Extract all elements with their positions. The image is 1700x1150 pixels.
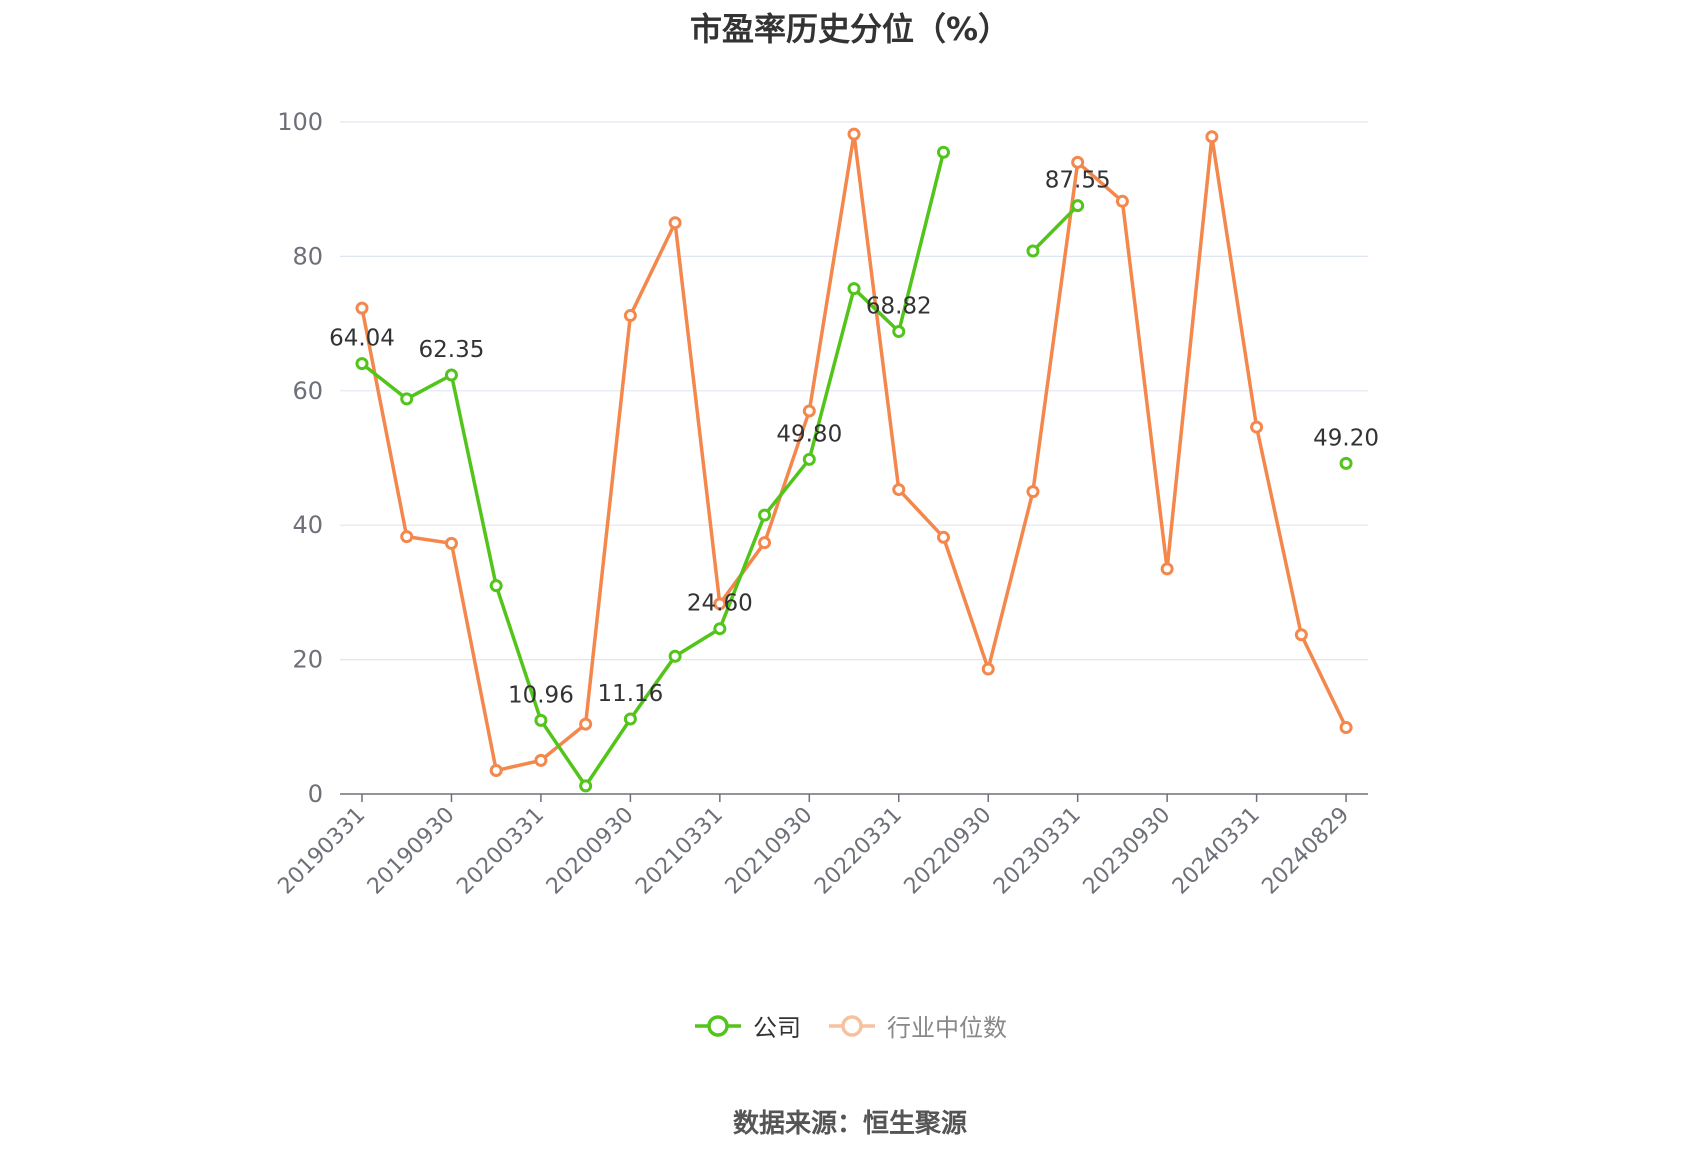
data-point <box>489 763 503 777</box>
y-tick-label: 60 <box>292 377 323 405</box>
data-point <box>400 392 414 406</box>
data-point <box>758 508 772 522</box>
legend-label-industry-median: 行业中位数 <box>887 1014 1007 1042</box>
data-point <box>802 452 816 466</box>
x-tick-label: 20220930 <box>900 803 997 900</box>
x-tick-label: 20220331 <box>810 803 907 900</box>
x-tick-label: 20200930 <box>542 803 639 900</box>
source-note: 数据来源：恒生聚源 <box>732 1109 967 1139</box>
data-point <box>355 301 369 315</box>
data-point <box>400 530 414 544</box>
data-point <box>1294 628 1308 642</box>
data-point <box>579 779 593 793</box>
data-point <box>1026 244 1040 258</box>
data-point <box>847 282 861 296</box>
data-point <box>1250 420 1264 434</box>
data-point <box>713 622 727 636</box>
data-point <box>534 713 548 727</box>
data-point <box>936 145 950 159</box>
data-label: 49.80 <box>776 421 842 447</box>
grid-lines <box>340 121 1368 661</box>
data-label: 24.60 <box>687 591 753 617</box>
series-industry-median <box>355 127 1353 777</box>
data-point <box>668 649 682 663</box>
data-point <box>936 530 950 544</box>
data-point <box>534 753 548 767</box>
data-label: 49.20 <box>1313 425 1379 451</box>
legend-company-marker <box>695 1014 741 1037</box>
data-point <box>1071 199 1085 213</box>
data-point <box>444 368 458 382</box>
data-point <box>713 597 727 611</box>
data-label: 68.82 <box>866 294 932 320</box>
data-point <box>1026 485 1040 499</box>
x-tick-label: 20230331 <box>989 803 1086 900</box>
y-tick-label: 40 <box>292 511 323 539</box>
data-point <box>1339 456 1353 470</box>
data-point <box>847 127 861 141</box>
data-label: 10.96 <box>508 682 574 708</box>
legend-item-company[interactable]: 公司 <box>693 1008 801 1043</box>
data-point <box>892 483 906 497</box>
data-point <box>355 357 369 371</box>
data-point <box>892 325 906 339</box>
series-line <box>360 150 946 788</box>
x-tick-label: 20230930 <box>1079 803 1176 900</box>
data-point <box>579 717 593 731</box>
legend-industry-marker <box>829 1014 875 1037</box>
data-label: 87.55 <box>1045 168 1111 194</box>
legend-label-company: 公司 <box>753 1014 801 1042</box>
series-company <box>355 145 1353 793</box>
data-point <box>1071 155 1085 169</box>
data-point <box>489 579 503 593</box>
data-point <box>802 404 816 418</box>
x-tick-label: 20240829 <box>1257 803 1354 900</box>
series-line <box>1031 203 1080 253</box>
data-point <box>444 536 458 550</box>
x-tick-label: 20210930 <box>721 803 818 900</box>
data-point <box>623 309 637 323</box>
y-tick-label: 100 <box>277 108 323 136</box>
legend-item-industry-median[interactable]: 行业中位数 <box>827 1008 1007 1043</box>
data-point <box>1160 562 1174 576</box>
series-layer <box>355 127 1353 793</box>
data-labels: 64.04 62.35 10.96 11.16 24.60 49.80 68.82 87.55… <box>329 168 1379 709</box>
data-point <box>758 536 772 550</box>
x-tick-label: 20190331 <box>273 803 370 900</box>
data-point <box>1115 194 1129 208</box>
data-point <box>668 216 682 230</box>
data-label: 62.35 <box>419 337 485 363</box>
x-tick-label: 20240331 <box>1168 803 1265 900</box>
data-label: 64.04 <box>329 326 395 352</box>
data-point <box>623 712 637 726</box>
data-label: 11.16 <box>597 681 663 707</box>
data-point <box>1205 130 1219 144</box>
data-point <box>981 662 995 676</box>
series-line <box>360 132 1348 773</box>
x-tick-label: 20210331 <box>631 803 728 900</box>
x-tick-label: 20190930 <box>363 803 460 900</box>
y-tick-label: 80 <box>292 242 323 270</box>
legend: 公司 行业中位数 <box>0 1008 1700 1043</box>
data-point <box>1339 720 1353 734</box>
chart-title: 市盈率历史分位（%） <box>689 10 1011 48</box>
y-tick-label: 20 <box>292 646 323 674</box>
x-tick-label: 20200331 <box>452 803 549 900</box>
y-tick-label: 0 <box>308 780 323 808</box>
